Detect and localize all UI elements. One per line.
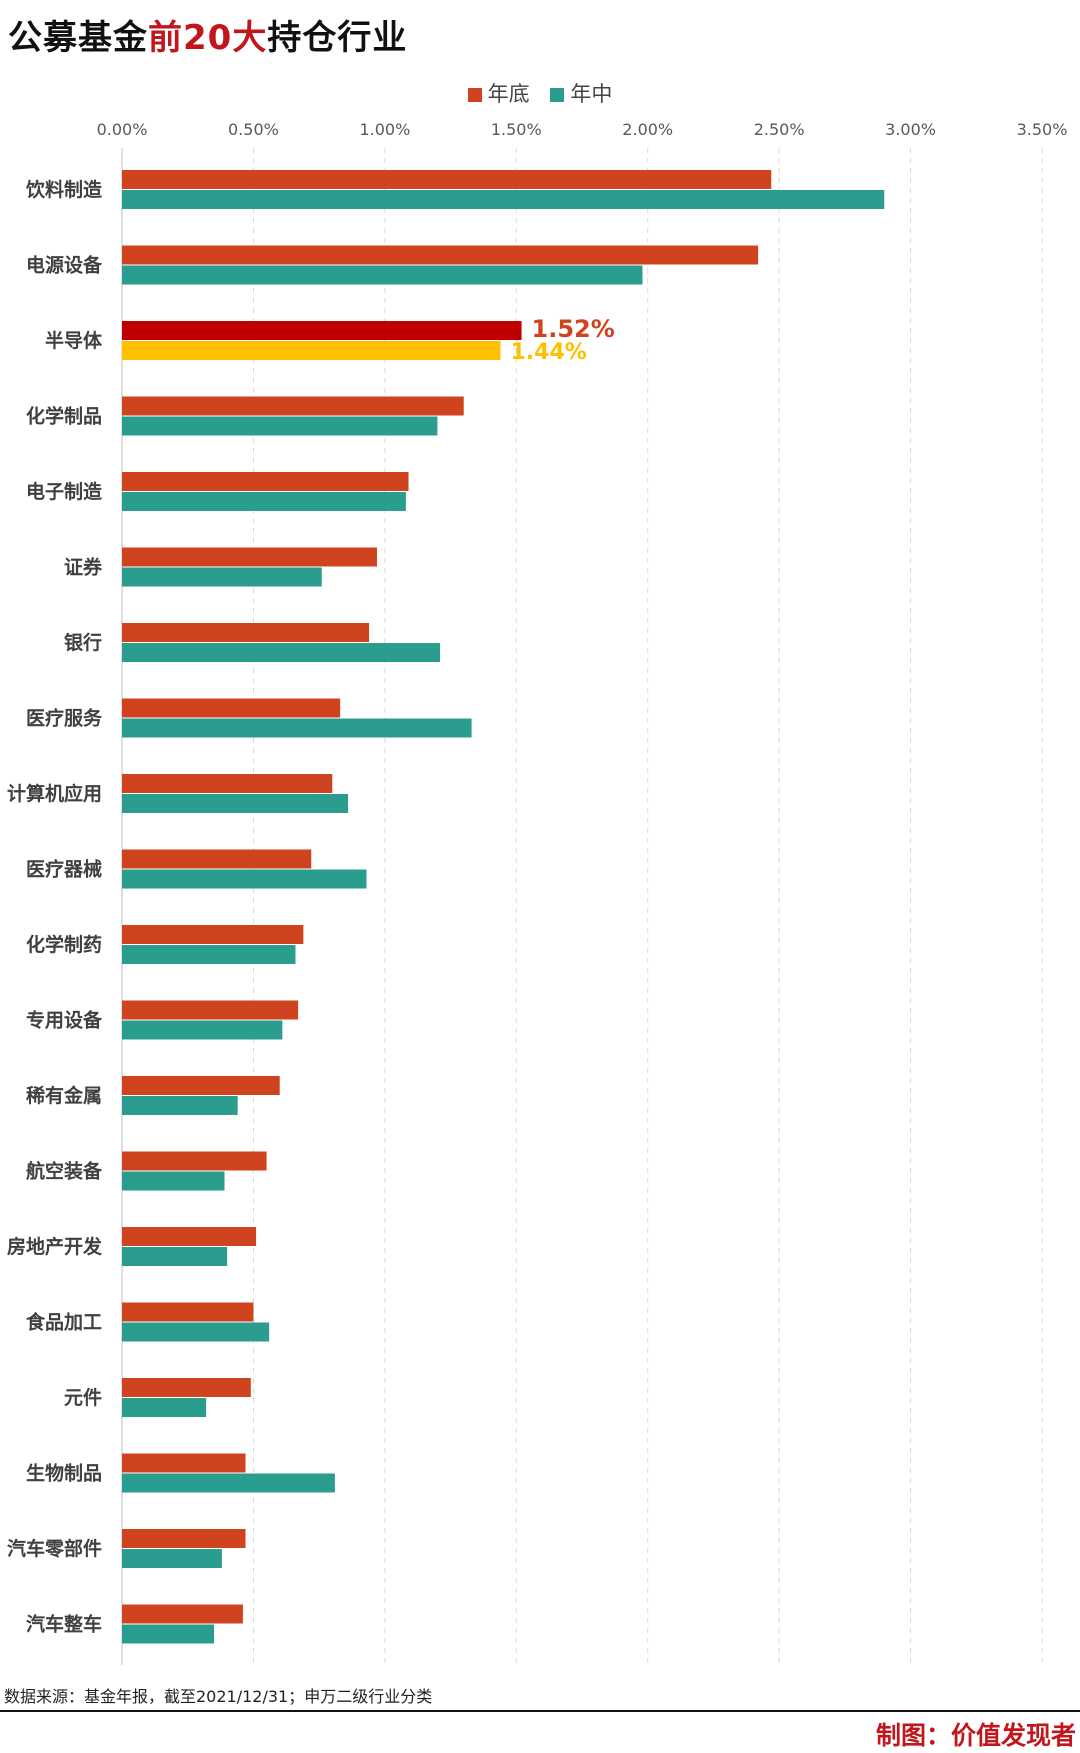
bar-year-end — [122, 1227, 257, 1246]
chart-title: 公募基金前20大持仓行业 — [8, 10, 407, 59]
bar-mid-year — [122, 416, 438, 436]
bar-year-end — [122, 396, 464, 416]
category-label: 房地产开发 — [7, 1235, 103, 1258]
category-label: 航空装备 — [26, 1160, 103, 1183]
bar-mid-year — [122, 1398, 207, 1417]
bar-mid-year — [122, 794, 349, 813]
x-tick-label: 1.50% — [491, 120, 542, 139]
category-label: 元件 — [64, 1386, 102, 1409]
category-label: 银行 — [64, 631, 102, 654]
bar-year-end — [122, 1529, 246, 1548]
category-label: 化学制品 — [26, 405, 102, 428]
legend: 年底 年中 — [0, 78, 1080, 108]
x-tick-label: 2.50% — [754, 120, 805, 139]
title-pre: 公募基金 — [8, 18, 148, 58]
bar-year-end — [122, 547, 377, 567]
bar-year-end — [122, 472, 409, 491]
bar-mid-year — [122, 1322, 270, 1342]
legend-label-mid-year: 年中 — [570, 82, 613, 106]
x-tick-label: 2.00% — [622, 120, 673, 139]
bar-mid-year — [122, 869, 367, 889]
category-label: 饮料制造 — [25, 178, 103, 201]
bar-mid-year — [122, 643, 441, 662]
category-label: 汽车整车 — [26, 1613, 102, 1636]
bar-mid-year — [122, 1473, 335, 1493]
credit-label: 制图：价值发现者 — [875, 1721, 1076, 1750]
category-label: 医疗服务 — [26, 707, 103, 730]
legend-swatch-year-end — [467, 88, 482, 102]
x-tick-label: 0.50% — [228, 120, 279, 139]
bar-year-end — [122, 925, 304, 944]
x-tick-label: 3.50% — [1017, 120, 1068, 139]
category-label: 计算机应用 — [7, 782, 102, 805]
title-post: 持仓行业 — [267, 18, 408, 58]
bar-year-end — [122, 623, 370, 642]
data-label-mid-year: 1.44% — [511, 340, 587, 365]
bar-mid-year — [122, 567, 322, 587]
category-label: 医疗器械 — [26, 858, 102, 881]
bar-year-end — [122, 170, 772, 189]
legend-item-year-end: 年底 — [467, 78, 530, 108]
category-label: 生物制品 — [26, 1462, 102, 1485]
bar-mid-year — [122, 945, 296, 964]
category-label: 专用设备 — [26, 1009, 103, 1032]
bar-mid-year — [122, 1020, 283, 1040]
data-label-year-end: 1.52% — [532, 315, 615, 343]
category-label: 半导体 — [45, 329, 103, 352]
x-tick-label: 0.00% — [97, 120, 148, 139]
title-highlight: 前20大 — [148, 18, 268, 58]
category-label: 稀有金属 — [26, 1084, 102, 1107]
category-label: 汽车零部件 — [7, 1537, 102, 1560]
bar-mid-year — [122, 190, 885, 209]
bar-mid-year — [122, 1247, 228, 1266]
bar-mid-year — [122, 341, 501, 360]
bar-mid-year — [122, 265, 643, 285]
bar-mid-year — [122, 1171, 225, 1191]
category-label: 食品加工 — [26, 1311, 102, 1334]
bar-mid-year — [122, 718, 472, 738]
category-label: 化学制药 — [26, 933, 102, 956]
bar-year-end — [122, 1076, 280, 1095]
bar-year-end — [122, 1378, 251, 1397]
bar-chart: 0.00% 0.50% 1.00% 1.50% 2.00% 2.50% 3.00% 3.50%… — [7, 120, 1068, 1665]
bar-year-end — [122, 1453, 246, 1473]
bar-mid-year — [122, 1624, 214, 1644]
legend-item-mid-year: 年中 — [550, 78, 612, 108]
bar-year-end — [122, 1151, 267, 1171]
bar-mid-year — [122, 1096, 238, 1115]
bar-mid-year — [122, 1549, 222, 1568]
category-label: 证券 — [64, 556, 103, 579]
bar-year-end — [122, 1000, 299, 1020]
bar-year-end — [122, 1604, 243, 1624]
footer-divider — [0, 1710, 1080, 1712]
bar-year-end — [122, 774, 333, 793]
category-label: 电子制造 — [26, 480, 103, 503]
bar-year-end — [122, 698, 341, 718]
bar-year-end — [122, 245, 759, 265]
bar-year-end — [122, 849, 312, 869]
bar-mid-year — [122, 492, 406, 511]
category-label: 电源设备 — [26, 254, 103, 277]
source-note: 数据来源：基金年报，截至2021/12/31；申万二级行业分类 — [4, 1687, 433, 1706]
x-tick-label: 3.00% — [885, 120, 936, 139]
x-tick-label: 1.00% — [359, 120, 410, 139]
legend-swatch-mid-year — [550, 88, 565, 102]
legend-label-year-end: 年底 — [487, 82, 530, 106]
bar-year-end — [122, 1302, 254, 1322]
bar-year-end — [122, 321, 522, 340]
